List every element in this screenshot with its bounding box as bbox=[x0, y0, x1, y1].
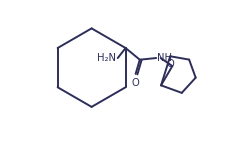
Text: O: O bbox=[166, 59, 174, 69]
Text: O: O bbox=[132, 78, 139, 88]
Text: H₂N: H₂N bbox=[98, 53, 116, 63]
Text: NH: NH bbox=[157, 53, 172, 63]
